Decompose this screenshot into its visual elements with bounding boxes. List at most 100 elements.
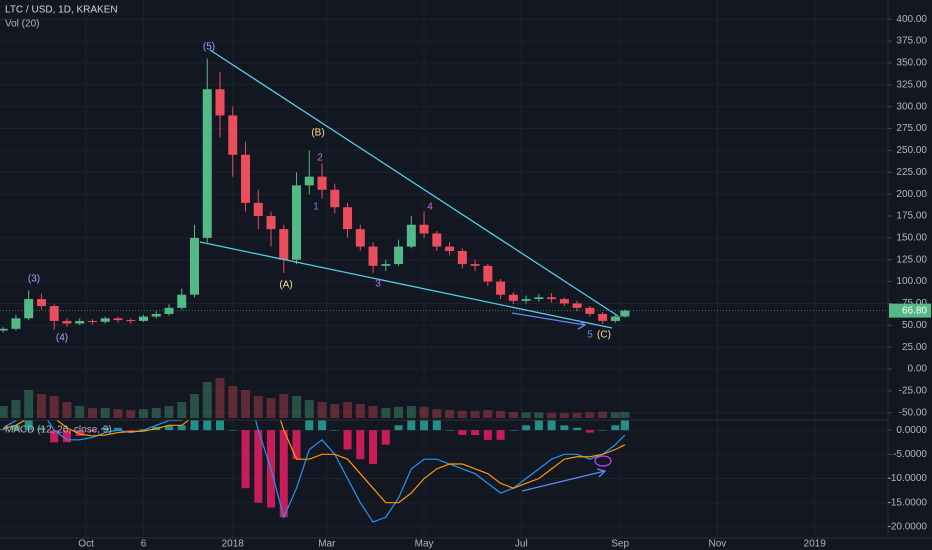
macd-label: MACD (12, 26, close, 9) bbox=[5, 425, 112, 436]
macd-histogram-bar bbox=[75, 430, 84, 436]
macd-histogram-bar bbox=[483, 430, 492, 440]
volume-bar bbox=[483, 410, 493, 418]
volume-bar bbox=[202, 382, 212, 418]
macd-histogram-bar bbox=[292, 430, 301, 460]
macd-histogram-bar bbox=[471, 430, 480, 435]
candle-body bbox=[87, 320, 97, 322]
macd-histogram-bar bbox=[343, 430, 352, 450]
volume-bar bbox=[177, 402, 187, 418]
macd-histogram-bar bbox=[432, 420, 441, 431]
candle-body bbox=[508, 294, 518, 301]
macd-histogram-bar bbox=[164, 425, 173, 431]
candle-body bbox=[317, 176, 327, 190]
x-tick-label: Mar bbox=[318, 539, 336, 550]
volume-bars bbox=[0, 378, 630, 418]
candle-body bbox=[483, 265, 493, 282]
x-tick-label: 2019 bbox=[804, 539, 827, 550]
y-tick-label: 250.00 bbox=[896, 145, 927, 156]
y-tick-label: 275.00 bbox=[896, 123, 927, 134]
volume-bar bbox=[534, 412, 544, 418]
macd-histogram-bar bbox=[496, 430, 505, 440]
volume-bar bbox=[215, 378, 225, 418]
candle-body bbox=[253, 202, 263, 216]
volume-bar bbox=[547, 412, 557, 418]
candle-body bbox=[406, 224, 416, 247]
y2-tick-label: 0.0000 bbox=[896, 425, 927, 436]
candle-body bbox=[534, 297, 544, 300]
candle-body bbox=[394, 246, 404, 265]
macd-histogram-bar bbox=[177, 425, 186, 431]
candle-body bbox=[559, 299, 569, 304]
wave-label: (5) bbox=[203, 42, 215, 53]
macd-histogram-bar bbox=[11, 425, 20, 431]
y-tick-label: 375.00 bbox=[896, 36, 927, 47]
wave-label: (3) bbox=[28, 274, 40, 285]
candle-body bbox=[189, 237, 199, 295]
macd-histogram-bar bbox=[509, 430, 518, 431]
macd-histogram-bar bbox=[216, 420, 225, 431]
volume-bar bbox=[228, 386, 238, 418]
candle-body bbox=[279, 229, 289, 260]
volume-bar bbox=[304, 400, 314, 418]
candle-body bbox=[62, 320, 72, 324]
volume-bar bbox=[330, 404, 340, 418]
highlight-circle bbox=[594, 455, 612, 467]
candle-body bbox=[49, 306, 59, 321]
volume-bar bbox=[368, 406, 378, 418]
candle-body bbox=[610, 316, 620, 321]
y-tick-label: 300.00 bbox=[896, 101, 927, 112]
volume-bar bbox=[24, 390, 34, 418]
volume-bar bbox=[496, 410, 506, 418]
x-tick-label: Jul bbox=[515, 539, 528, 550]
candle-body bbox=[292, 185, 302, 260]
y-tick-label: 350.00 bbox=[896, 58, 927, 69]
macd-histogram-bar bbox=[598, 430, 607, 431]
candle-body bbox=[457, 250, 467, 265]
y-tick-label: 125.00 bbox=[896, 254, 927, 265]
macd-histogram-bar bbox=[279, 430, 288, 518]
wave-label: (B) bbox=[311, 128, 324, 139]
volume-bar bbox=[87, 408, 97, 418]
volume-bar bbox=[241, 390, 251, 418]
wave-label: 5 bbox=[587, 330, 593, 341]
y-tick-label: 75.00 bbox=[902, 298, 927, 309]
candle-body bbox=[11, 318, 21, 329]
wave-label: 1 bbox=[313, 202, 319, 213]
macd-histogram-bar bbox=[381, 430, 390, 445]
volume-bar bbox=[49, 396, 59, 418]
macd-histogram-bar bbox=[560, 425, 569, 431]
volume-bar bbox=[381, 408, 391, 418]
candle-body bbox=[343, 207, 353, 230]
macd-histogram-bar bbox=[369, 430, 378, 465]
y2-tick-label: -10.0000 bbox=[888, 473, 928, 484]
macd-pane bbox=[0, 420, 629, 523]
arrow bbox=[521, 470, 606, 492]
y-tick-label: 150.00 bbox=[896, 232, 927, 243]
candle-body bbox=[177, 294, 187, 308]
macd-histogram-bar bbox=[407, 420, 416, 431]
volume-bar bbox=[470, 410, 480, 418]
y-tick-label: -50.00 bbox=[899, 407, 928, 418]
volume-bar bbox=[394, 406, 404, 418]
candle-body bbox=[381, 264, 391, 266]
volume-bar bbox=[343, 402, 353, 418]
y-tick-label: 225.00 bbox=[896, 167, 927, 178]
y-tick-label: 200.00 bbox=[896, 189, 927, 200]
volume-bar bbox=[266, 398, 276, 418]
macd-histogram-bar bbox=[534, 420, 543, 431]
candle-body bbox=[470, 264, 480, 266]
volume-bar bbox=[279, 394, 289, 418]
y2-tick-label: -20.0000 bbox=[888, 522, 928, 533]
volume-bar bbox=[36, 394, 46, 418]
volume-bar bbox=[11, 400, 21, 418]
candle-body bbox=[445, 246, 455, 251]
volume-bar bbox=[508, 412, 518, 418]
candle-body bbox=[304, 176, 314, 186]
volume-bar bbox=[126, 410, 136, 418]
y-tick-label: 25.00 bbox=[902, 342, 927, 353]
macd-histogram-bar bbox=[620, 420, 629, 431]
candle-body bbox=[0, 328, 8, 331]
macd-histogram-bar bbox=[37, 427, 46, 431]
volume-bar bbox=[189, 394, 199, 418]
y-tick-label: 325.00 bbox=[896, 79, 927, 90]
